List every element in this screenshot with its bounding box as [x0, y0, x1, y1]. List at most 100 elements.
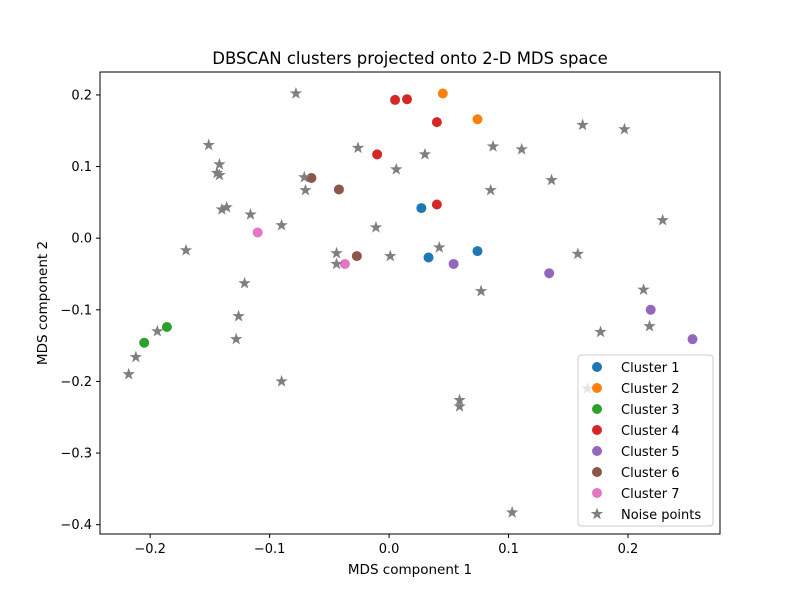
- legend-entry: Cluster 5: [592, 445, 680, 460]
- legend-entry: Cluster 6: [592, 466, 680, 481]
- legend-entry: Cluster 2: [592, 382, 680, 397]
- cluster-point: [306, 173, 317, 184]
- noise-point: [369, 220, 383, 233]
- cluster-point: [161, 321, 172, 332]
- legend-entry: Cluster 7: [592, 487, 680, 502]
- circle-icon: [592, 488, 602, 498]
- x-tick-label: 0.1: [498, 542, 519, 557]
- legend-label: Cluster 2: [621, 382, 680, 397]
- circle-icon: [592, 383, 602, 393]
- noise-point: [656, 213, 669, 226]
- noise-point: [213, 157, 226, 170]
- legend-entry: Cluster 3: [592, 403, 680, 418]
- circle-icon: [592, 446, 602, 456]
- chart-title: DBSCAN clusters projected onto 2-D MDS s…: [212, 49, 608, 68]
- noise-point: [238, 276, 251, 289]
- noise-point: [351, 141, 365, 154]
- x-tick-label: 0.2: [618, 542, 639, 557]
- y-tick-label: 0.1: [71, 160, 92, 175]
- legend-label: Cluster 7: [621, 487, 680, 502]
- legend-entry: Cluster 1: [592, 361, 680, 376]
- legend-label: Noise points: [621, 508, 701, 523]
- cluster-point: [544, 268, 555, 279]
- cluster-point: [431, 199, 442, 210]
- noise-point: [275, 374, 288, 387]
- star-icon: [590, 507, 604, 520]
- cluster-point: [339, 258, 350, 269]
- y-tick-label: 0.2: [71, 88, 92, 103]
- noise-point: [213, 168, 226, 181]
- noise-point: [220, 200, 233, 213]
- legend-label: Cluster 6: [621, 466, 680, 481]
- noise-point: [330, 246, 343, 259]
- noise-point: [390, 162, 403, 175]
- y-tick-label: 0.0: [71, 232, 92, 247]
- noise-point: [576, 118, 589, 131]
- cluster-point: [372, 149, 383, 160]
- noise-point: [232, 309, 245, 322]
- cluster-point: [687, 334, 698, 345]
- noise-point: [202, 138, 215, 151]
- y-tick-label: −0.2: [60, 375, 92, 390]
- cluster-point: [472, 114, 483, 125]
- noise-point: [210, 166, 224, 179]
- cluster-point: [252, 227, 263, 238]
- x-tick-label: −0.1: [254, 542, 286, 557]
- plot-area: [122, 86, 698, 518]
- legend-label: Cluster 3: [621, 403, 680, 418]
- y-tick-label: −0.1: [60, 303, 92, 318]
- x-axis-label: MDS component 1: [348, 562, 472, 578]
- noise-point: [418, 147, 432, 160]
- noise-point: [571, 247, 585, 260]
- noise-point: [289, 86, 303, 99]
- noise-point: [298, 170, 311, 183]
- cluster-point: [472, 246, 483, 257]
- legend-entry: Cluster 4: [592, 424, 680, 439]
- noise-point: [151, 324, 164, 337]
- noise-point: [618, 122, 631, 135]
- noise-point: [230, 332, 243, 345]
- noise-point: [299, 183, 312, 196]
- y-tick-label: −0.4: [60, 518, 92, 533]
- noise-point: [179, 243, 193, 256]
- noise-point: [275, 218, 288, 231]
- noise-point: [515, 142, 528, 155]
- cluster-point: [423, 252, 434, 263]
- x-tick-label: −0.2: [134, 542, 166, 557]
- noise-point: [486, 139, 500, 152]
- noise-point: [384, 249, 397, 262]
- noise-point: [433, 240, 446, 253]
- cluster-point: [448, 258, 459, 269]
- legend-label: Cluster 1: [621, 361, 680, 376]
- legend-label: Cluster 4: [621, 424, 680, 439]
- noise-point: [643, 319, 656, 332]
- noise-point: [594, 325, 607, 338]
- legend-entry: Noise points: [590, 507, 701, 523]
- cluster-point: [431, 117, 442, 128]
- y-tick-label: −0.3: [60, 447, 92, 462]
- circle-icon: [592, 425, 602, 435]
- cluster-point: [645, 304, 656, 315]
- y-axis-label: MDS component 2: [35, 241, 51, 365]
- noise-point: [474, 284, 488, 297]
- cluster-point: [437, 88, 448, 99]
- legend-label: Cluster 5: [621, 445, 680, 460]
- cluster-point: [351, 251, 362, 262]
- noise-point: [637, 283, 650, 296]
- noise-point: [129, 350, 143, 363]
- noise-point: [505, 506, 519, 518]
- circle-icon: [592, 404, 602, 414]
- y-axis: 0.2 0.1 0.0 −0.1 −0.2 −0.3 −0.4: [60, 88, 100, 533]
- x-tick-label: 0.0: [379, 542, 400, 557]
- noise-point: [484, 183, 497, 196]
- circle-icon: [592, 362, 602, 372]
- legend: Cluster 1 Cluster 2 Cluster 3 Cluster 4 Clus…: [577, 354, 714, 527]
- cluster-point: [333, 184, 344, 195]
- cluster-point: [390, 94, 401, 105]
- cluster-point: [139, 337, 150, 348]
- noise-point: [330, 257, 343, 270]
- noise-point: [453, 393, 466, 406]
- noise-point: [244, 208, 257, 220]
- noise-point: [545, 173, 558, 186]
